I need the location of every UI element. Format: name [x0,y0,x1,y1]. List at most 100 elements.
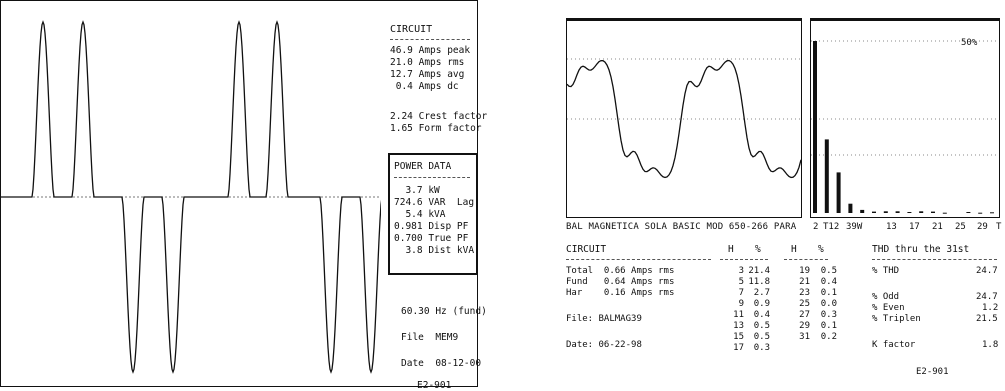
harmonic-bar-9 [860,209,865,213]
harm-pct2: 0.2 [820,332,837,342]
axis-label-13: 13 [886,222,897,232]
power-true-pf: 0.700 True PF [394,233,469,244]
circuit-fund: Fund 0.64 Amps rms [566,277,675,287]
axis-label-25: 25 [955,222,966,232]
triplen-label: % Triplen [872,314,921,324]
right-circuit-header: CIRCUIT [566,244,607,255]
form-factor: 1.65 Form factor [390,123,482,134]
power-kw: 3.7 kW [394,185,440,196]
axis-label-t: T [996,222,1002,232]
right-waveform-series [567,59,801,179]
harmonic-bar-29 [978,212,983,214]
power-var: 724.6 VAR Lag [394,197,475,208]
bar-scale-label: 50% [961,38,978,48]
odd-value: 24.7 [976,292,998,302]
harm-pct2: 0.4 [820,277,837,287]
circuit-rule [390,39,470,40]
axis-label-29: 29 [977,222,988,232]
power-header: POWER DATA [394,161,452,172]
amps-avg: 12.7 Amps avg [390,69,465,80]
harm-h2: 25 [799,299,810,309]
harmonic-bar-5 [836,172,841,213]
right-waveform-box [566,18,802,218]
circuit-total: Total 0.66 Amps rms [566,266,675,276]
crest-factor: 2.24 Crest factor [390,111,488,122]
amps-peak: 46.9 Amps peak [390,45,471,56]
harm-pct1: 0.5 [753,332,770,342]
left-panel: CIRCUIT 46.9 Amps peak 21.0 Amps rms 12.… [0,0,487,391]
harm-pct2: 0.5 [820,266,837,276]
right-circuit-rule [566,259,711,260]
harmonic-bar-13 [883,211,888,213]
power-disp-pf: 0.981 Disp PF [394,221,469,232]
harmonic-bar-box: 50% [810,18,1000,218]
thd-label: % THD [872,266,900,276]
harmonic-bar-27 [966,212,971,213]
axis-label-39w: 39W [846,222,863,232]
harm-h1: 3 [738,266,744,276]
harm-pct1: 2.7 [753,288,770,298]
power-kva: 5.4 kVA [394,209,446,220]
harm-h2: 27 [799,310,810,320]
harmonic-bar-7 [848,203,853,213]
file-name: File MEM9 [401,332,459,343]
axis-label-t12: T12 [823,222,840,232]
col2-rule [784,259,828,260]
harm-h2: 19 [799,266,810,276]
harm-h1: 7 [738,288,744,298]
circuit-har: Har 0.16 Amps rms [566,288,675,298]
harmonic-bar-15 [895,211,900,213]
harm-pct1: 0.4 [753,310,770,320]
harmonic-bar-11 [872,211,876,213]
left-waveform-chart [1,20,381,374]
power-dist-kva: 3.8 Dist kVA [394,245,475,256]
harmonic-bar-23 [942,212,947,214]
circuit-header: CIRCUIT [390,24,433,35]
harmonic-bars [813,41,994,214]
triplen-value: 21.5 [976,314,998,324]
col-h1: H [728,244,734,255]
harm-pct1: 0.9 [753,299,770,309]
harm-pct2: 0.0 [820,299,837,309]
axis-label-2: 2 [813,222,819,232]
frequency: 60.30 Hz (fund) [401,306,487,317]
harm-h2: 29 [799,321,810,331]
power-rule [394,177,470,178]
harmonic-bar-19 [919,211,924,213]
thd-rule [872,259,997,260]
model-id: E2-901 [417,380,452,391]
col-h2: H [791,244,797,255]
harmonic-bar-chart: 50% [811,38,999,214]
harm-pct1: 11.8 [748,277,770,287]
right-model-id: E2-901 [916,367,949,377]
date: Date 08-12-00 [401,358,482,369]
harm-pct2: 0.3 [820,310,837,320]
odd-label: % Odd [872,292,900,302]
title-line: BAL MAGNETICA SOLA BASIC MOD 650-266 PAR… [566,222,797,232]
power-data-box: POWER DATA 3.7 kW 724.6 VAR Lag 5.4 kVA … [388,153,478,275]
col-pct2: % [818,244,824,255]
harm-h2: 31 [799,332,810,342]
col1-rule [720,259,768,260]
axis-label-17: 17 [909,222,920,232]
harm-h2: 23 [799,288,810,298]
right-panel: 50% BAL MAGNETICA SOLA BASIC MOD 650-266… [560,0,1005,387]
harm-h1: 13 [733,321,744,331]
left-waveform-series [1,20,381,374]
harmonic-bar-3 [824,139,829,213]
harm-h1: 5 [738,277,744,287]
harm-h1: 9 [738,299,744,309]
right-date: Date: 06-22-98 [566,340,642,350]
amps-dc: 0.4 Amps dc [390,81,459,92]
harmonic-bar-21 [931,211,935,213]
harm-h1: 17 [733,343,744,353]
thd-value: 24.7 [976,266,998,276]
harm-pct1: 0.3 [753,343,770,353]
harm-h2: 21 [799,277,810,287]
harmonic-bar-1 [813,41,817,213]
amps-rms: 21.0 Amps rms [390,57,465,68]
even-value: 1.2 [982,303,999,313]
harm-pct1: 0.5 [753,321,770,331]
harm-h1: 11 [733,310,744,320]
thd-header: THD thru the 31st [872,244,970,255]
